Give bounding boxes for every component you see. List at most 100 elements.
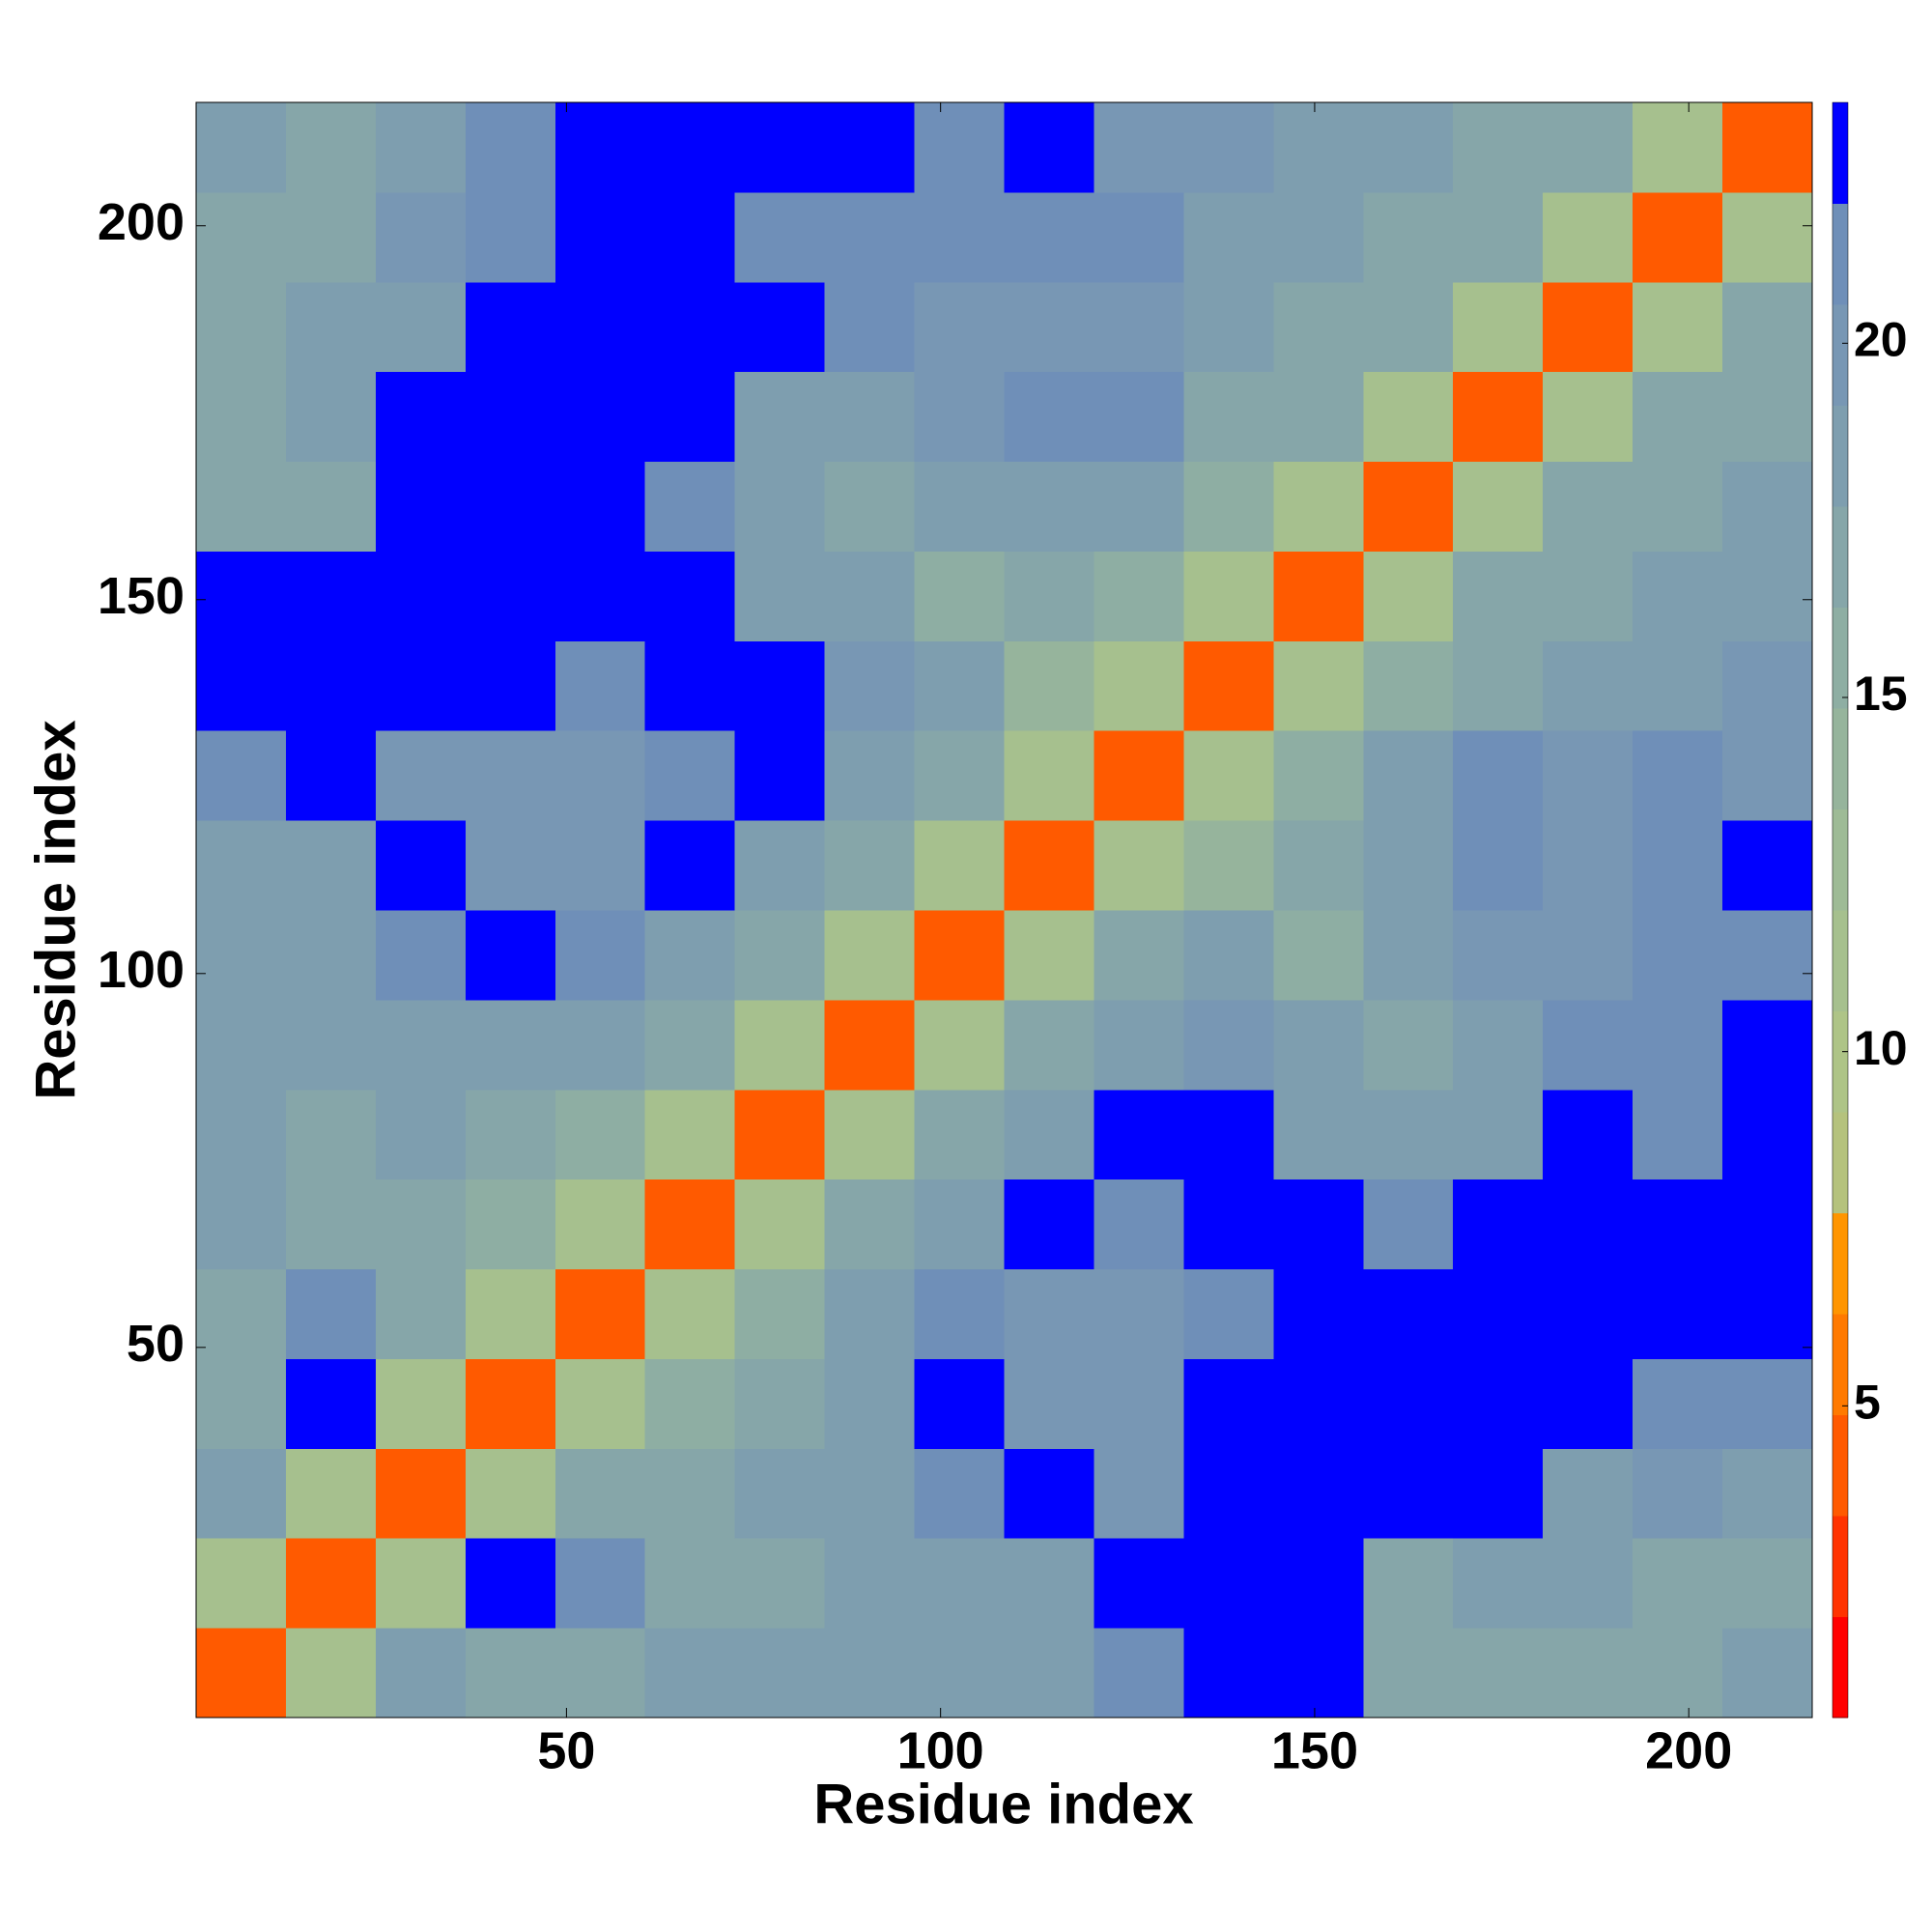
heatmap-cell — [1543, 551, 1634, 641]
heatmap-cell — [1273, 191, 1364, 283]
heatmap-cell — [1633, 1089, 1723, 1180]
heatmap-cell — [1363, 910, 1454, 1001]
heatmap-cell — [914, 730, 1005, 821]
heatmap-cell — [644, 820, 736, 911]
y-tick-label: 200 — [98, 193, 185, 251]
heatmap-cell — [1004, 820, 1094, 911]
heatmap-cell — [285, 191, 377, 283]
heatmap-cell — [375, 1358, 467, 1449]
heatmap-cell — [1004, 640, 1094, 731]
heatmap-cell — [1722, 1179, 1813, 1270]
heatmap-cell — [375, 371, 467, 463]
heatmap-cell — [1363, 1358, 1454, 1449]
heatmap-cell — [465, 281, 556, 373]
heatmap-cell — [554, 999, 646, 1091]
heatmap-cell — [196, 1268, 287, 1359]
heatmap-cell — [1273, 730, 1364, 821]
heatmap-cell — [1722, 910, 1813, 1001]
heatmap-cell — [465, 999, 556, 1091]
heatmap-cell — [375, 102, 467, 193]
heatmap-cell — [644, 461, 736, 552]
heatmap-cell — [465, 102, 556, 193]
heatmap-cell — [824, 1538, 916, 1629]
heatmap-cell — [1183, 1538, 1274, 1629]
heatmap-cell — [914, 371, 1005, 463]
heatmap-cell — [1004, 281, 1094, 373]
heatmap-cell — [1363, 1538, 1454, 1629]
y-tick-label: 50 — [127, 1315, 185, 1373]
heatmap-cell — [824, 281, 916, 373]
heatmap-cell — [1722, 1268, 1813, 1359]
heatmap-cell — [734, 102, 826, 193]
heatmap-cell — [1004, 551, 1094, 641]
heatmap-cell — [644, 281, 736, 373]
heatmap-cell — [1543, 910, 1634, 1001]
heatmap-cell — [375, 910, 467, 1001]
heatmap-cell — [1004, 1628, 1094, 1719]
heatmap-cell — [644, 1358, 736, 1449]
heatmap-cell — [1633, 1448, 1723, 1539]
heatmap-cell — [196, 1628, 287, 1719]
heatmap-cell — [734, 820, 826, 911]
heatmap-cell — [554, 1448, 646, 1539]
colorbar-band — [1833, 607, 1848, 709]
heatmap-cell — [465, 1358, 556, 1449]
heatmap-cell — [644, 910, 736, 1001]
colorbar-band — [1833, 1010, 1848, 1113]
heatmap-cell — [1363, 1448, 1454, 1539]
heatmap-cell — [1363, 820, 1454, 911]
heatmap-cell — [1183, 820, 1274, 911]
colorbar-band — [1833, 506, 1848, 608]
heatmap-cell — [734, 1179, 826, 1270]
heatmap-cell — [1633, 820, 1723, 911]
heatmap-cell — [1453, 461, 1544, 552]
heatmap-cell — [1273, 102, 1364, 193]
heatmap-cell — [1633, 281, 1723, 373]
heatmap-cell — [1543, 281, 1634, 373]
colorbar-band — [1833, 1314, 1848, 1415]
heatmap-cell — [1453, 1358, 1544, 1449]
heatmap-cell — [1094, 1448, 1184, 1539]
colorbar-band — [1833, 708, 1848, 810]
heatmap-cell — [644, 999, 736, 1091]
heatmap-cell — [554, 371, 646, 463]
heatmap-cell — [644, 1538, 736, 1629]
heatmap-cell — [1183, 1358, 1274, 1449]
heatmap-cell — [1722, 191, 1813, 283]
heatmap-cell — [1004, 461, 1094, 552]
heatmap-cell — [1633, 461, 1723, 552]
heatmap-cell — [1363, 730, 1454, 821]
heatmap-cell — [1722, 820, 1813, 911]
heatmap — [196, 102, 1813, 1719]
heatmap-cell — [1363, 371, 1454, 463]
heatmap-cell — [1543, 1448, 1634, 1539]
heatmap-cell — [1273, 1089, 1364, 1180]
heatmap-cell — [465, 461, 556, 552]
heatmap-cell — [1273, 371, 1364, 463]
plot-frame — [195, 101, 1813, 1719]
heatmap-cell — [824, 461, 916, 552]
heatmap-cell — [1453, 102, 1544, 193]
heatmap-cell — [1453, 1179, 1544, 1270]
heatmap-cell — [1722, 1448, 1813, 1539]
colorbar-band — [1833, 1414, 1848, 1517]
heatmap-cell — [1722, 551, 1813, 641]
colorbar-band — [1833, 102, 1848, 204]
heatmap-cell — [914, 191, 1005, 283]
heatmap-cell — [1183, 1628, 1274, 1719]
heatmap-cell — [196, 730, 287, 821]
heatmap-cell — [734, 1358, 826, 1449]
heatmap-cell — [824, 1179, 916, 1270]
heatmap-cell — [285, 640, 377, 731]
heatmap-cell — [644, 191, 736, 283]
heatmap-cell — [914, 1179, 1005, 1270]
heatmap-cell — [914, 281, 1005, 373]
heatmap-cell — [1273, 281, 1364, 373]
heatmap-cell — [1453, 191, 1544, 283]
heatmap-cell — [285, 730, 377, 821]
heatmap-cell — [1363, 281, 1454, 373]
heatmap-cell — [914, 999, 1005, 1091]
heatmap-cell — [824, 371, 916, 463]
heatmap-cell — [914, 102, 1005, 193]
heatmap-cell — [1094, 191, 1184, 283]
